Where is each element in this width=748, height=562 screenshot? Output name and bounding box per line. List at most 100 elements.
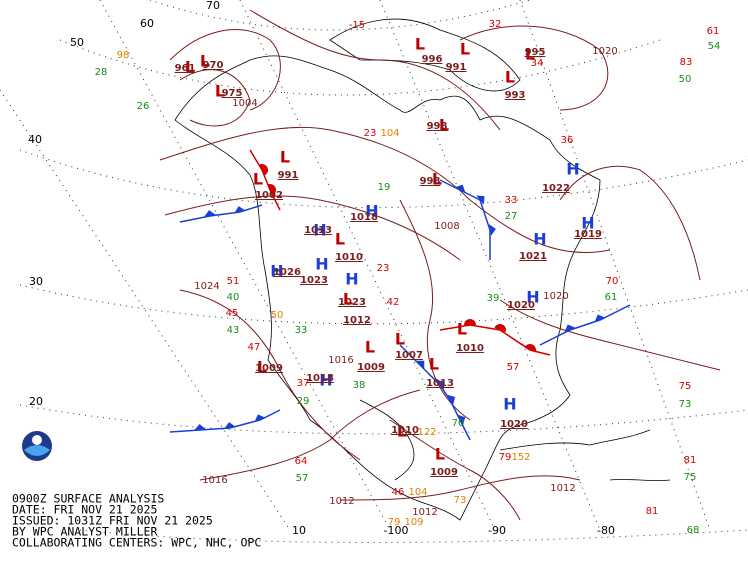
pressure-center-value: 1010 bbox=[456, 343, 484, 354]
caption-line: BY WPC ANALYST MILLER bbox=[12, 525, 157, 539]
station-value: 68 bbox=[687, 525, 700, 536]
pressure-center-value: 998 bbox=[420, 176, 441, 187]
pressure-center-value: 995 bbox=[525, 47, 546, 58]
caption-line: ISSUED: 1031Z FRI NOV 21 2025 bbox=[12, 514, 213, 528]
station-value: 29 bbox=[297, 396, 310, 407]
isobar-label: 1020 bbox=[543, 291, 568, 302]
pressure-center-letter: H bbox=[345, 270, 358, 289]
station-value: 19 bbox=[378, 182, 391, 193]
station-value: 79 bbox=[499, 452, 512, 463]
pressure-center-value: 1020 bbox=[500, 419, 528, 430]
station-value: 42 bbox=[387, 297, 400, 308]
station-value: 70 bbox=[606, 276, 619, 287]
station-value: 81 bbox=[684, 455, 697, 466]
pressure-center-letter: H bbox=[319, 371, 332, 390]
pressure-center-letter: L bbox=[525, 45, 535, 64]
pressure-center-value: 1018 bbox=[306, 373, 334, 384]
isobar-label: 1012 bbox=[412, 507, 437, 518]
station-value: 43 bbox=[227, 325, 240, 336]
latitude-label: 20 bbox=[29, 395, 43, 408]
pressure-center-letter: L bbox=[335, 230, 345, 249]
latitude-label: 10 bbox=[292, 524, 306, 537]
pressure-center-letter: H bbox=[270, 262, 283, 281]
pressure-center-letter: L bbox=[215, 82, 225, 101]
pressure-center-letter: L bbox=[185, 58, 195, 77]
isobar-label: 1012 bbox=[329, 496, 354, 507]
pressure-center-letter: L bbox=[415, 35, 425, 54]
pressure-center-letter: L bbox=[435, 445, 445, 464]
station-value: 75 bbox=[679, 381, 692, 392]
pressure-center-value: 993 bbox=[505, 90, 526, 101]
station-value: 37 bbox=[297, 378, 310, 389]
pressure-center-value: 1023 bbox=[338, 297, 366, 308]
latitude-label: 70 bbox=[206, 0, 220, 12]
station-value: 83 bbox=[680, 57, 693, 68]
fronts bbox=[169, 149, 631, 441]
station-value: 28 bbox=[95, 67, 108, 78]
pressure-center-letter: L bbox=[505, 68, 515, 87]
station-value: 26 bbox=[137, 101, 150, 112]
pressure-center-value: 1026 bbox=[273, 267, 301, 278]
station-value: -15 bbox=[349, 20, 365, 31]
station-value: 122 bbox=[417, 427, 436, 438]
station-value: 50 bbox=[679, 74, 692, 85]
pressure-center-letter: L bbox=[253, 170, 263, 189]
isobar-label: 1008 bbox=[434, 221, 459, 232]
pressure-center-value: 1009 bbox=[357, 362, 385, 373]
pressure-center-letter: L bbox=[200, 52, 210, 71]
isobars bbox=[159, 9, 721, 521]
pressure-center-value: 1010 bbox=[335, 252, 363, 263]
station-value: 109 bbox=[404, 517, 423, 528]
station-value: 61 bbox=[707, 26, 720, 37]
pressure-center-letter: H bbox=[581, 214, 594, 233]
isobar-label: 1004 bbox=[232, 98, 257, 109]
station-value: 51 bbox=[227, 276, 240, 287]
station-value: 79 bbox=[388, 517, 401, 528]
station-value: 46 bbox=[392, 487, 405, 498]
station-value: 61 bbox=[605, 292, 618, 303]
pressure-center-value: 1012 bbox=[343, 315, 371, 326]
pressure-center-letter: L bbox=[365, 338, 375, 357]
pressure-center-value: 1018 bbox=[350, 212, 378, 223]
station-value: 40 bbox=[227, 292, 240, 303]
longitude-label: -90 bbox=[488, 524, 506, 537]
station-value: 36 bbox=[561, 135, 574, 146]
station-value: 34 bbox=[531, 58, 544, 69]
isobar-label: 1024 bbox=[194, 281, 219, 292]
latitude-label: 30 bbox=[29, 275, 43, 288]
station-value: 104 bbox=[408, 487, 427, 498]
pressure-center-value: 1022 bbox=[542, 183, 570, 194]
pressure-center-value: 998 bbox=[427, 121, 448, 132]
station-value: 23 bbox=[377, 263, 390, 274]
pressure-center-letter: L bbox=[397, 422, 407, 441]
pressure-center-letter: H bbox=[533, 230, 546, 249]
station-value: 54 bbox=[708, 41, 721, 52]
station-value: 33 bbox=[505, 195, 518, 206]
pressure-center-value: 1009 bbox=[255, 363, 283, 374]
longitude-label: -100 bbox=[384, 524, 409, 537]
latitude-label: 60 bbox=[140, 17, 154, 30]
pressure-center-letter: L bbox=[457, 320, 467, 339]
pressure-center-value: 1013 bbox=[304, 225, 332, 236]
pressure-center-letter: L bbox=[439, 116, 449, 135]
station-value: 73 bbox=[679, 399, 692, 410]
station-value: 39 bbox=[487, 293, 500, 304]
pressure-center-letter: H bbox=[566, 160, 579, 179]
station-value: 70 bbox=[452, 418, 465, 429]
coastlines bbox=[174, 18, 671, 521]
noaa-logo bbox=[22, 431, 52, 461]
pressure-center-letter: L bbox=[429, 355, 439, 374]
isobar-label: 1020 bbox=[592, 46, 617, 57]
station-value: 75 bbox=[684, 472, 697, 483]
pressure-center-value: 1007 bbox=[395, 350, 423, 361]
pressure-center-value: 1019 bbox=[574, 229, 602, 240]
lat-lon-grid bbox=[0, 0, 748, 543]
longitude-label: -80 bbox=[597, 524, 615, 537]
station-value: 73 bbox=[454, 495, 467, 506]
station-value: 50 bbox=[271, 310, 284, 321]
pressure-center-value: 1009 bbox=[430, 467, 458, 478]
isobar-label: 1016 bbox=[328, 355, 353, 366]
pressure-center-value: 1013 bbox=[426, 378, 454, 389]
